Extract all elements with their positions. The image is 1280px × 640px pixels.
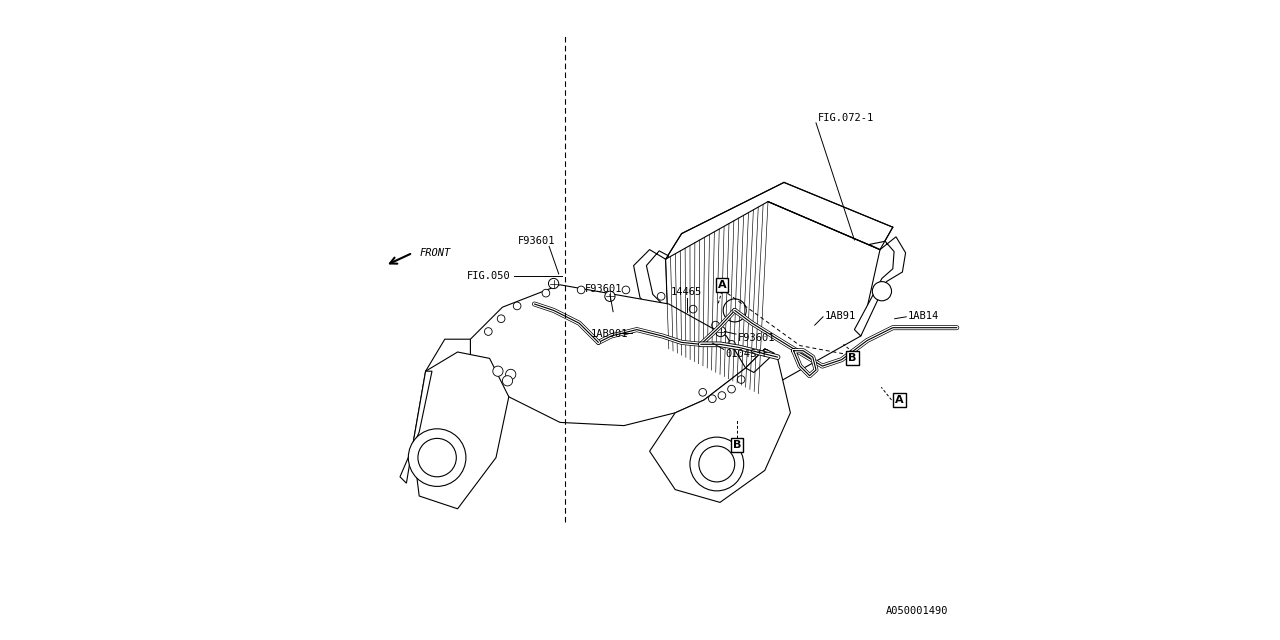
Polygon shape: [471, 285, 745, 426]
Circle shape: [498, 315, 504, 323]
Polygon shape: [399, 371, 433, 483]
Circle shape: [689, 305, 698, 313]
Text: 0104S*F: 0104S*F: [724, 349, 769, 359]
Circle shape: [605, 291, 616, 301]
Text: 1AB91: 1AB91: [824, 310, 855, 321]
Text: 1AB14: 1AB14: [908, 310, 938, 321]
Circle shape: [716, 326, 726, 337]
Circle shape: [718, 392, 726, 399]
Text: A: A: [718, 280, 726, 290]
Text: B: B: [733, 440, 741, 450]
Circle shape: [513, 302, 521, 310]
Polygon shape: [855, 237, 906, 336]
Text: F93601: F93601: [739, 333, 776, 343]
Polygon shape: [412, 352, 508, 509]
Circle shape: [622, 286, 630, 294]
Text: 14465: 14465: [671, 287, 703, 298]
Circle shape: [699, 388, 707, 396]
Circle shape: [658, 292, 666, 300]
Text: 1AB901: 1AB901: [591, 329, 628, 339]
Circle shape: [727, 340, 735, 348]
Circle shape: [709, 395, 717, 403]
Polygon shape: [425, 339, 471, 394]
Circle shape: [493, 366, 503, 376]
Circle shape: [577, 286, 585, 294]
Circle shape: [727, 385, 735, 393]
Circle shape: [549, 278, 559, 289]
Text: A050001490: A050001490: [886, 606, 948, 616]
Text: B: B: [849, 353, 856, 364]
Circle shape: [712, 321, 719, 329]
Text: F93601: F93601: [517, 236, 556, 246]
Circle shape: [485, 328, 492, 335]
Circle shape: [737, 376, 745, 383]
Circle shape: [408, 429, 466, 486]
Polygon shape: [634, 250, 681, 349]
Text: FRONT: FRONT: [420, 248, 451, 258]
Polygon shape: [650, 349, 791, 502]
Text: A: A: [895, 395, 904, 405]
Polygon shape: [666, 202, 881, 394]
Text: F93601: F93601: [585, 284, 622, 294]
Polygon shape: [745, 349, 774, 372]
Circle shape: [690, 437, 744, 491]
Circle shape: [873, 282, 891, 301]
Circle shape: [543, 289, 550, 297]
Text: FIG.072-1: FIG.072-1: [818, 113, 874, 124]
Text: FIG.050: FIG.050: [466, 271, 511, 282]
Circle shape: [506, 369, 516, 380]
Circle shape: [723, 299, 746, 322]
Circle shape: [502, 376, 512, 386]
